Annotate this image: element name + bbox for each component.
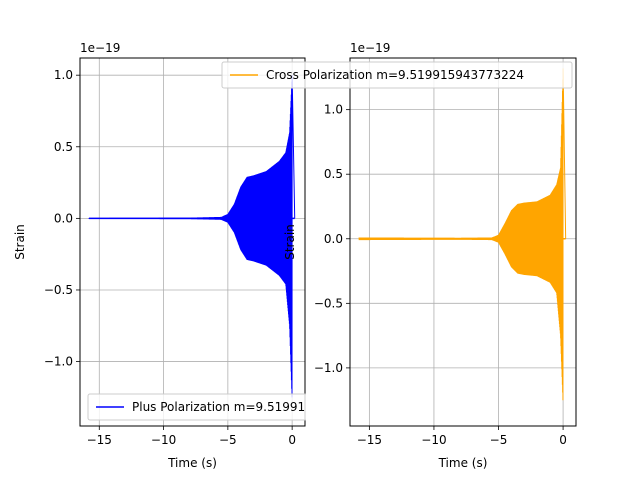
y-tick-label: 0.5 xyxy=(54,140,73,154)
x-tick-label: −15 xyxy=(357,433,382,447)
x-tick-label: 0 xyxy=(559,433,567,447)
cross-polarization-axes: −15 −10 −5 0 −1.0 −0.5 0.0 0.5 1.0 1e−19 Time (… xyxy=(221,41,577,470)
x-tick-label: 0 xyxy=(288,433,296,447)
legend: Plus Polarization m=9.519915943773224 xyxy=(87,393,382,421)
legend: Cross Polarization m=9.519915943773224 xyxy=(221,61,573,89)
y-tick-label: −0.5 xyxy=(44,283,73,297)
x-ticks: −15 −10 −5 0 xyxy=(357,426,567,447)
axes-frame xyxy=(349,57,577,427)
y-axis-label: Strain xyxy=(283,224,297,260)
legend-entry-plus-polarization: Plus Polarization m=9.519915943773224 xyxy=(132,400,382,414)
x-tick-label: −15 xyxy=(87,433,112,447)
x-axis-label: Time (s) xyxy=(438,456,488,470)
y-tick-label: 1.0 xyxy=(324,103,343,117)
legend-box xyxy=(87,393,306,421)
y-axis-label: Strain xyxy=(13,224,27,260)
y-tick-label: 0.0 xyxy=(324,232,343,246)
y-tick-label: 1.0 xyxy=(54,68,73,82)
y-offset-text: 1e−19 xyxy=(80,41,120,55)
y-tick-label: −1.0 xyxy=(44,355,73,369)
x-ticks: −15 −10 −5 0 xyxy=(87,426,296,447)
plot-area xyxy=(88,75,296,398)
y-ticks: −1.0 −0.5 0.0 0.5 1.0 xyxy=(44,68,80,369)
plot-area xyxy=(358,68,567,401)
axes-frame xyxy=(79,57,306,427)
y-ticks: −1.0 −0.5 0.0 0.5 1.0 xyxy=(314,103,350,375)
x-axis-label: Time (s) xyxy=(167,456,217,470)
legend-box xyxy=(221,61,573,89)
x-tick-label: −5 xyxy=(490,433,508,447)
y-tick-label: 0.0 xyxy=(54,211,73,225)
y-offset-text: 1e−19 xyxy=(350,41,390,55)
x-tick-label: −5 xyxy=(219,433,237,447)
plus-polarization-axes: −15 −10 −5 0 −1.0 −0.5 0.0 0.5 1.0 1e−19 Time (… xyxy=(13,41,382,470)
y-tick-label: 0.5 xyxy=(324,167,343,181)
x-tick-label: −10 xyxy=(151,433,176,447)
x-tick-label: −10 xyxy=(421,433,446,447)
y-tick-label: −1.0 xyxy=(314,361,343,375)
y-tick-label: −0.5 xyxy=(314,296,343,310)
legend-entry-cross-polarization: Cross Polarization m=9.519915943773224 xyxy=(266,68,524,82)
